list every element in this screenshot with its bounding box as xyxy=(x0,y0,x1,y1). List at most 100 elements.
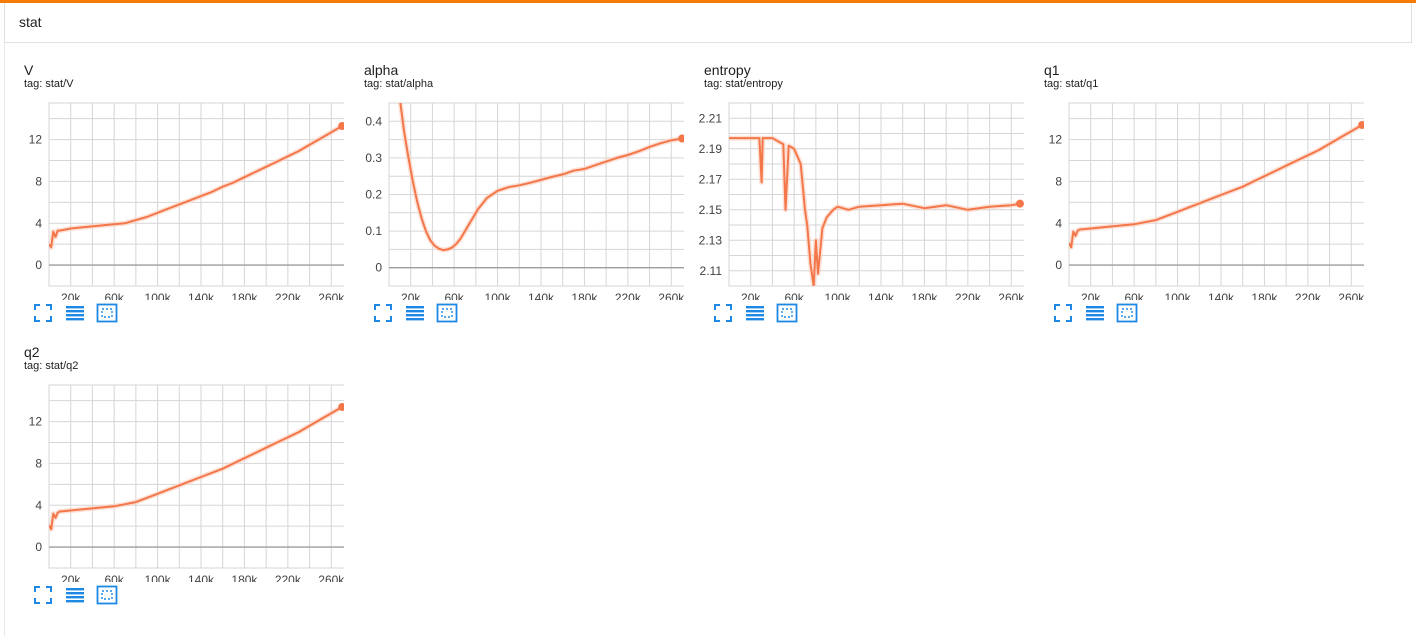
fullscreen-button[interactable] xyxy=(32,302,54,324)
data-table-button[interactable] xyxy=(404,302,426,324)
series-group xyxy=(1069,122,1364,250)
series-group xyxy=(49,404,344,532)
fit-domain-icon xyxy=(96,303,118,323)
chart-tag: tag: stat/V xyxy=(24,78,73,90)
line-chart[interactable]: 0 4 8 12 20k 60k 100k 140k 180k 220k 260k xyxy=(4,55,344,300)
x-tick-label: 260k xyxy=(998,291,1024,300)
y-tick-label: 12 xyxy=(29,415,43,429)
chart-title: q1 xyxy=(1044,62,1060,78)
y-tick-label: 12 xyxy=(1049,133,1063,147)
fullscreen-button[interactable] xyxy=(1052,302,1074,324)
plot-frame xyxy=(1068,102,1364,287)
series-line xyxy=(49,406,343,531)
y-tick-label: 2.11 xyxy=(700,264,723,278)
fullscreen-icon xyxy=(1054,304,1072,322)
x-tick-label: 100k xyxy=(485,291,512,300)
x-tick-label: 180k xyxy=(1251,291,1278,300)
x-tick-label: 60k xyxy=(104,573,124,582)
x-tick-label: 20k xyxy=(61,573,81,582)
y-tick-label: 2.17 xyxy=(699,172,723,186)
y-tick-label: 0.3 xyxy=(365,151,382,165)
x-tick-label: 140k xyxy=(188,573,215,582)
chart-card-v: V tag: stat/V 0 4 8 12 20k 60k 100k 140k 180k 220k… xyxy=(4,55,344,330)
series-raw-line xyxy=(49,123,344,250)
x-tick-label: 220k xyxy=(615,291,642,300)
y-tick-label: 0 xyxy=(35,540,42,554)
series-last-point xyxy=(678,134,684,143)
fit-domain-button[interactable] xyxy=(96,584,118,606)
chart-tag: tag: stat/alpha xyxy=(364,78,433,90)
data-table-icon xyxy=(746,306,764,321)
x-tick-label: 140k xyxy=(868,291,895,300)
data-table-button[interactable] xyxy=(64,302,86,324)
series-line xyxy=(1069,124,1363,249)
data-table-button[interactable] xyxy=(744,302,766,324)
fit-domain-button[interactable] xyxy=(436,302,458,324)
x-tick-label: 260k xyxy=(658,291,684,300)
series-raw-line xyxy=(49,404,344,532)
fullscreen-button[interactable] xyxy=(712,302,734,324)
x-tick-label: 60k xyxy=(104,291,124,300)
data-table-icon xyxy=(406,306,424,321)
x-tick-label: 260k xyxy=(318,573,344,582)
y-tick-label: 2.15 xyxy=(699,203,723,217)
chart-title: entropy xyxy=(704,62,751,78)
data-table-icon xyxy=(66,306,84,321)
fit-domain-icon xyxy=(96,585,118,605)
line-chart[interactable]: 0 0.1 0.2 0.3 0.4 20k 60k 100k 140k 180k 220k 260k xyxy=(344,55,684,300)
line-chart[interactable]: 2.11 2.13 2.15 2.17 2.19 2.21 20k 60k 100k 140k 18… xyxy=(684,55,1024,300)
fit-domain-button[interactable] xyxy=(96,302,118,324)
top-accent-bar xyxy=(0,0,1416,3)
series-last-point xyxy=(1358,120,1364,129)
series-group xyxy=(729,135,1021,286)
x-tick-label: 100k xyxy=(825,291,852,300)
y-tick-label: 8 xyxy=(35,174,42,188)
y-tick-label: 4 xyxy=(35,216,42,230)
fullscreen-button[interactable] xyxy=(32,584,54,606)
chart-tag: tag: stat/entropy xyxy=(704,78,783,90)
chart-tag-prefix: tag: xyxy=(24,360,43,372)
x-tick-label: 60k xyxy=(784,291,804,300)
fit-domain-button[interactable] xyxy=(776,302,798,324)
chart-card-q2: q2 tag: stat/q2 0 4 8 12 20k 60k 100k 140k 180k 22… xyxy=(4,337,344,612)
group-header[interactable]: stat xyxy=(4,3,1412,43)
line-chart[interactable]: 0 4 8 12 20k 60k 100k 140k 180k 220k 260k xyxy=(1024,55,1364,300)
fit-domain-icon xyxy=(1116,303,1138,323)
x-tick-label: 60k xyxy=(444,291,464,300)
x-tick-label: 100k xyxy=(1165,291,1192,300)
fit-domain-button[interactable] xyxy=(1116,302,1138,324)
series-line xyxy=(399,103,683,252)
line-chart[interactable]: 0 4 8 12 20k 60k 100k 140k 180k 220k 260k xyxy=(4,337,344,582)
chart-tag-prefix: tag: xyxy=(364,78,383,90)
x-tick-label: 100k xyxy=(145,291,172,300)
y-tick-label: 8 xyxy=(1055,174,1062,188)
x-tick-label: 180k xyxy=(911,291,938,300)
fullscreen-button[interactable] xyxy=(372,302,394,324)
series-line xyxy=(729,137,1021,286)
x-tick-label: 180k xyxy=(231,573,258,582)
data-table-button[interactable] xyxy=(1084,302,1106,324)
data-table-button[interactable] xyxy=(64,584,86,606)
chart-title: alpha xyxy=(364,62,399,78)
data-table-icon xyxy=(66,588,84,603)
x-tick-label: 60k xyxy=(1124,291,1144,300)
y-tick-label: 0 xyxy=(35,258,42,272)
x-tick-label: 20k xyxy=(401,291,421,300)
group-title: stat xyxy=(19,14,42,30)
x-tick-label: 220k xyxy=(275,573,302,582)
chart-title: q2 xyxy=(24,344,40,360)
x-tick-label: 260k xyxy=(1338,291,1364,300)
chart-tag-value: stat/V xyxy=(45,78,74,90)
chart-title: V xyxy=(24,62,34,78)
x-tick-label: 220k xyxy=(275,291,302,300)
chart-tag-prefix: tag: xyxy=(24,78,43,90)
x-tick-label: 20k xyxy=(61,291,81,300)
chart-tag-value: stat/alpha xyxy=(385,78,434,90)
x-tick-label: 140k xyxy=(1208,291,1235,300)
chart-tag-value: stat/q2 xyxy=(45,360,79,372)
y-tick-label: 0.2 xyxy=(365,188,382,202)
x-tick-label: 220k xyxy=(955,291,982,300)
chart-tag-value: stat/q1 xyxy=(1065,78,1099,90)
x-tick-label: 20k xyxy=(741,291,761,300)
fullscreen-icon xyxy=(374,304,392,322)
